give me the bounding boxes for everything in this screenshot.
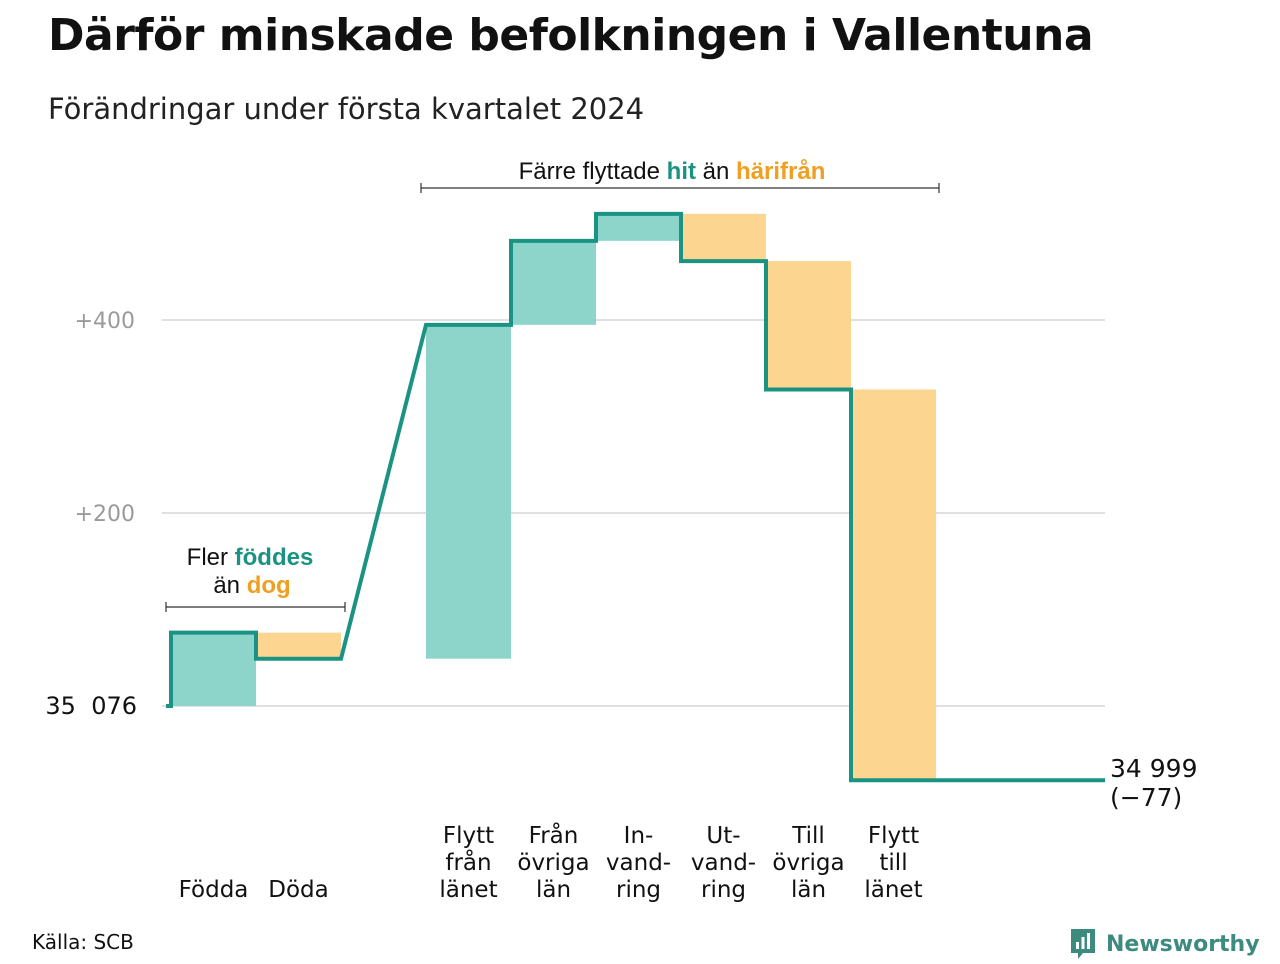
category-label: In-	[624, 823, 654, 849]
category-label: till	[879, 850, 907, 876]
category-label: Födda	[179, 877, 249, 903]
brand-name: Newsworthy	[1106, 931, 1260, 957]
end-change-label: (−77)	[1110, 783, 1182, 812]
category-label: från	[445, 848, 491, 876]
source-note: Källa: SCB	[32, 930, 134, 954]
annotation-births-line2: än dog	[213, 572, 290, 599]
annotation-migration-bracket	[420, 183, 940, 193]
annotation-deaths-prefix: än	[213, 572, 246, 599]
annotation-births-bracket	[165, 602, 346, 612]
category-label: Flytt	[443, 823, 494, 849]
category-label: övriga	[772, 850, 844, 876]
annotation-migration: Färre flyttade hit än härifrån	[519, 158, 826, 185]
category-label: ring	[616, 877, 661, 903]
bar-utvandring	[681, 213, 766, 262]
category-label: ring	[701, 877, 746, 903]
annotation-births-highlight: föddes	[235, 544, 314, 571]
bar-flytt-från-länet	[426, 324, 511, 659]
annotation-migration-prefix: Färre flyttade	[519, 158, 667, 185]
brand-logo: Newsworthy	[1068, 924, 1260, 964]
category-label: Döda	[268, 877, 328, 903]
category-label: vand-	[691, 850, 756, 876]
annotation-migration-middle: än	[696, 158, 736, 185]
category-label: Till	[791, 823, 825, 849]
bar-layer	[171, 213, 936, 781]
page-title: Därför minskade befolkningen i Vallentun…	[48, 10, 1094, 61]
annotation-births-prefix: Fler	[187, 544, 235, 571]
bar-från-övriga-län	[511, 240, 596, 325]
bar-döda	[256, 632, 341, 659]
label-layer: Födda DödaFlyttfrånlänetFrånövrigalänIn-v…	[179, 821, 923, 903]
annotation-migration-highlight-in: hit	[667, 158, 696, 185]
category-label: länet	[439, 877, 497, 903]
category-label: Från	[529, 821, 579, 849]
bar-invandring	[596, 213, 681, 241]
annotation-births-line1: Fler föddes	[187, 544, 314, 571]
start-value-label: 35 076	[45, 692, 137, 720]
page-subtitle: Förändringar under första kvartalet 2024	[48, 92, 645, 126]
category-label: Ut-	[706, 823, 740, 849]
bar-flytt-till-länet	[851, 389, 936, 781]
step-line	[166, 211, 1105, 783]
category-label: län	[791, 877, 826, 903]
category-label: län	[536, 877, 571, 903]
bar-till-övriga-län	[766, 261, 851, 390]
bar-födda	[171, 632, 256, 706]
y-tick-label: +200	[75, 502, 135, 527]
annotation-migration-highlight-out: härifrån	[736, 158, 825, 185]
category-label: länet	[864, 877, 922, 903]
category-label: Flytt	[868, 823, 919, 849]
y-tick-label: +400	[75, 309, 135, 334]
bar-chart-icon	[1071, 929, 1095, 959]
annotation-deaths-highlight: dog	[247, 572, 291, 599]
grid-layer: +200 +400	[75, 309, 1105, 707]
end-value-label: 34 999	[1110, 754, 1197, 783]
category-label: övriga	[517, 850, 589, 876]
category-label: vand-	[606, 850, 671, 876]
